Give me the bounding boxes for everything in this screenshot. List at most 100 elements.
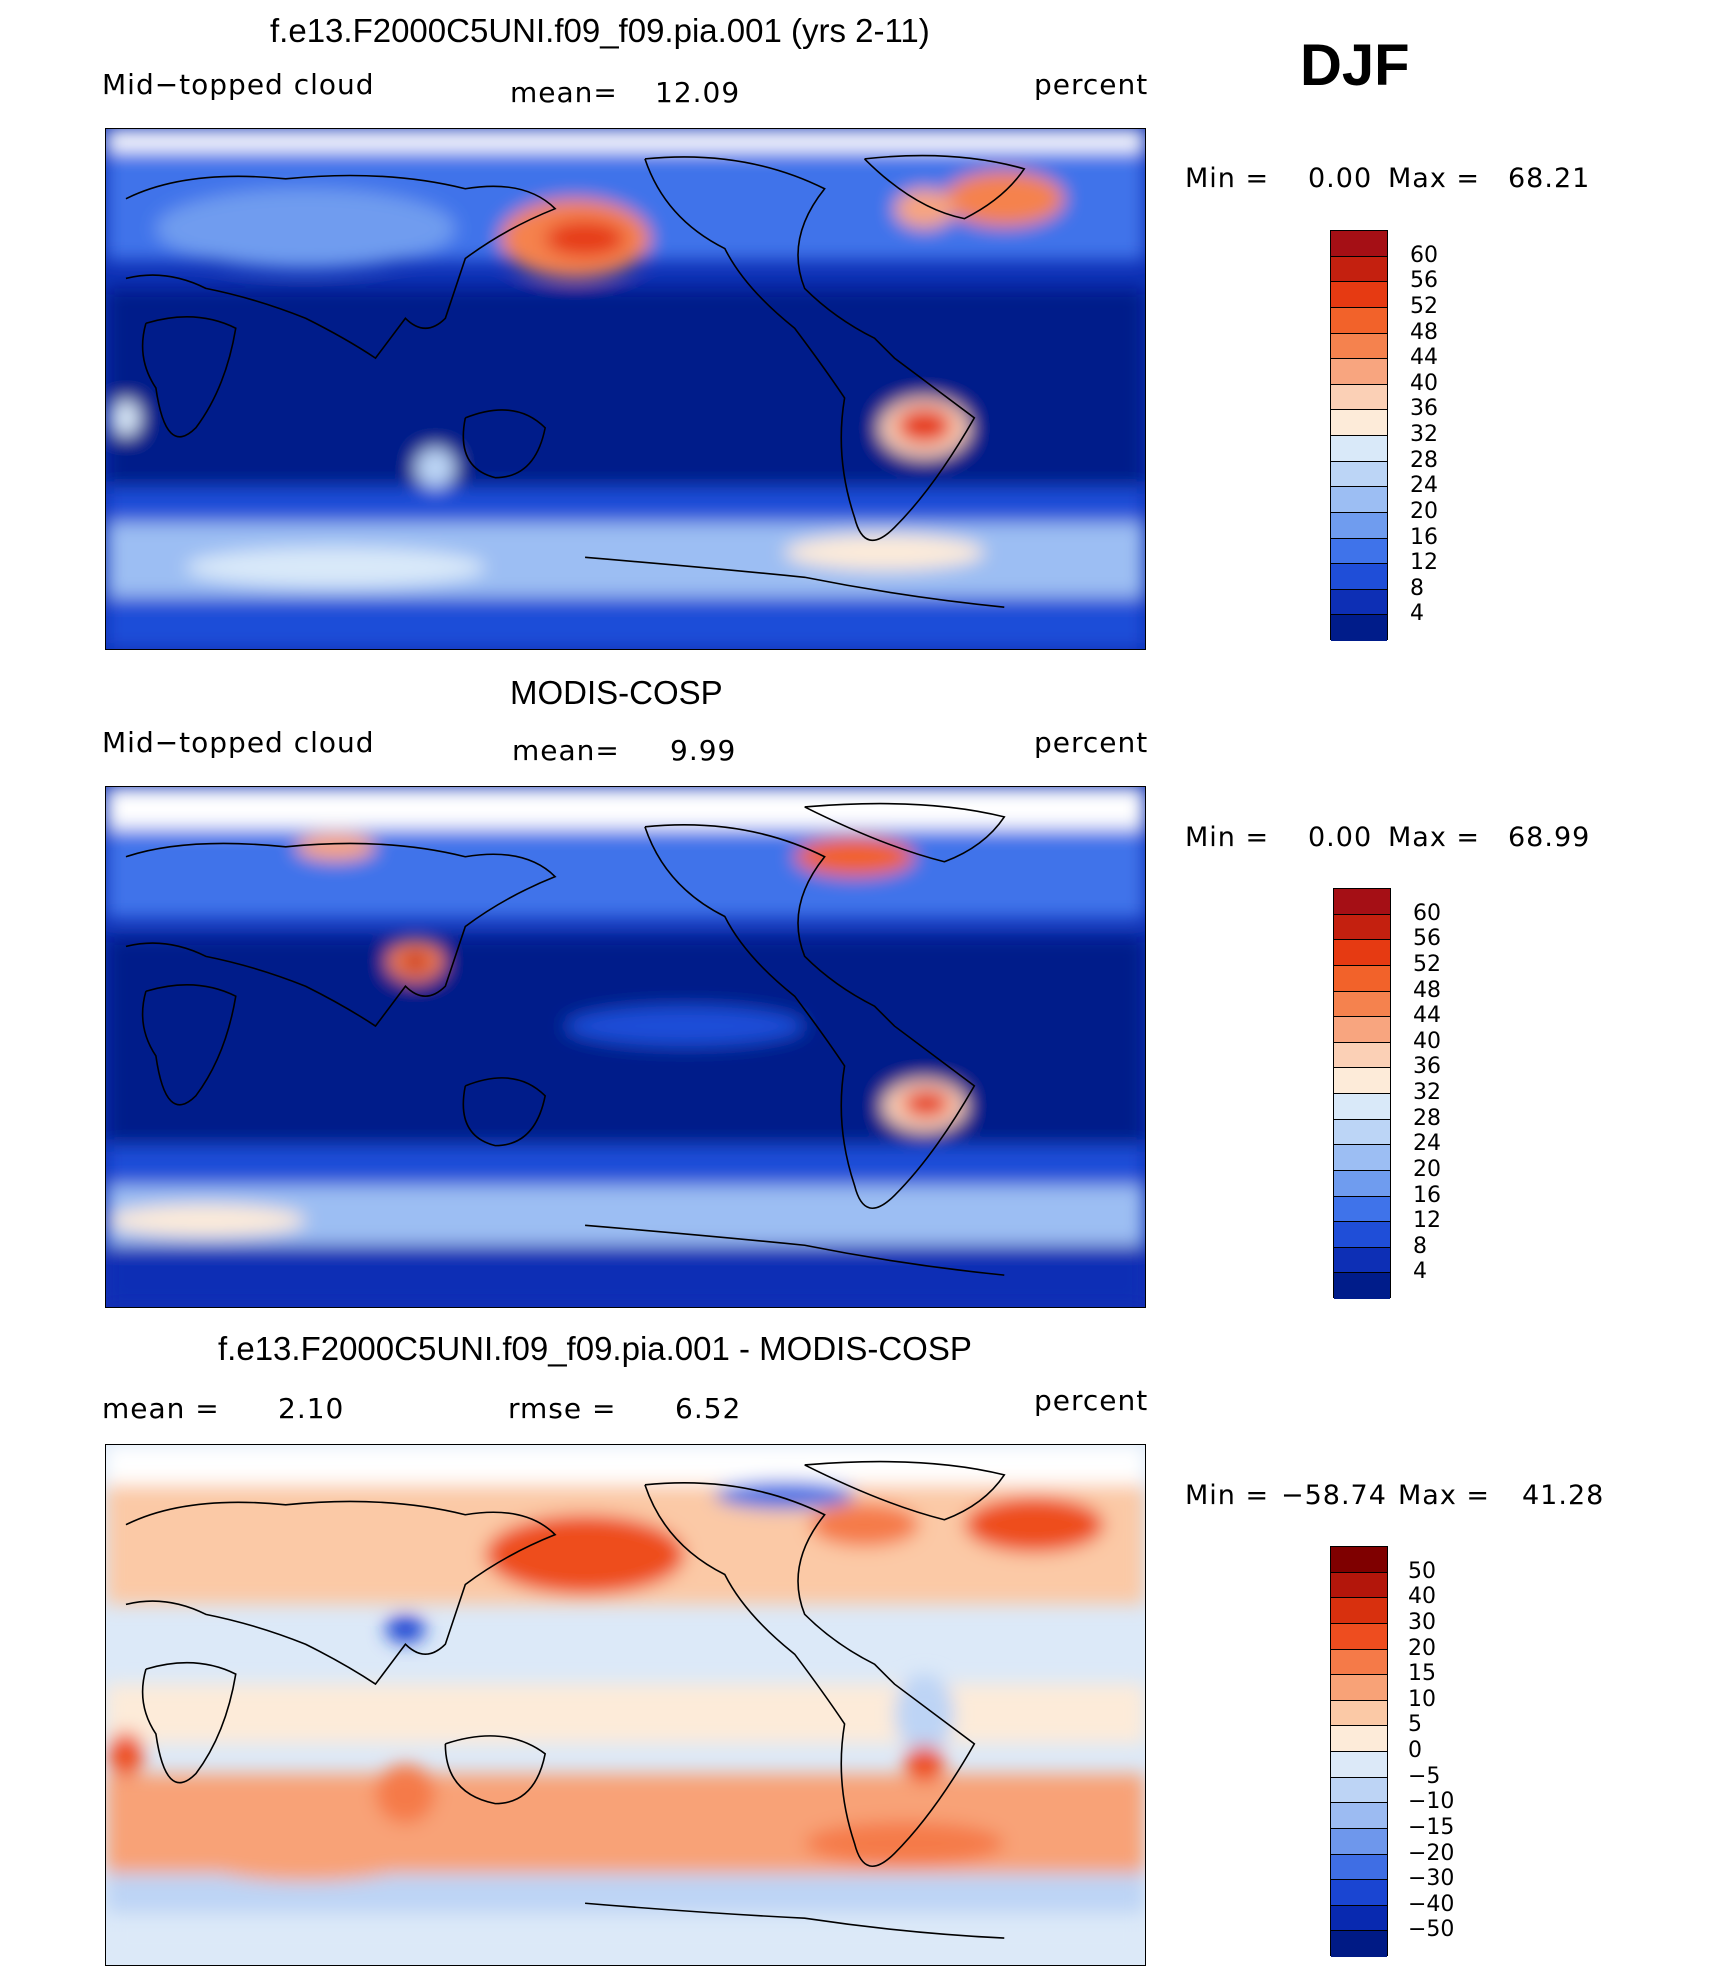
colorbar-tick-label: 40: [1410, 370, 1438, 396]
colorbar-segment: [1334, 965, 1390, 992]
colorbar-segment: [1331, 436, 1387, 462]
panel-1-variable: Mid−topped cloud: [102, 68, 375, 101]
panel-2-max-label: Max =: [1388, 822, 1481, 853]
colorbar-segment: [1331, 589, 1387, 616]
colorbar-tick-label: −20: [1408, 1840, 1455, 1866]
colorbar-tick-label: 44: [1410, 345, 1438, 371]
colorbar-segment: [1334, 1042, 1390, 1069]
colorbar-segment: [1334, 991, 1390, 1018]
colorbar-tick-label: 60: [1410, 242, 1438, 268]
colorbar-segment: [1334, 889, 1390, 915]
colorbar-segment: [1331, 359, 1387, 385]
colorbar-tick-label: −15: [1408, 1814, 1455, 1840]
colorbar-tick-label: 20: [1410, 498, 1438, 524]
colorbar-segment: [1331, 1572, 1387, 1599]
panel-1-min-label: Min =: [1185, 163, 1270, 194]
colorbar-segment: [1331, 564, 1387, 590]
colorbar-tick-label: 44: [1413, 1003, 1441, 1029]
colorbar-segment: [1331, 1598, 1387, 1624]
panel-1-units: percent: [1034, 68, 1149, 101]
colorbar-segment: [1331, 487, 1387, 513]
colorbar-tick-label: −10: [1408, 1789, 1455, 1815]
colorbar-tick-label: 24: [1410, 473, 1438, 499]
panel-3-mean-label: mean =: [102, 1392, 220, 1425]
panel-3-mean-value: 2.10: [278, 1392, 345, 1425]
colorbar-tick-label: 36: [1410, 396, 1438, 422]
colorbar-segment: [1331, 1828, 1387, 1855]
panel-3-colorbar: [1330, 1546, 1388, 1957]
colorbar-tick-label: 8: [1410, 575, 1424, 601]
panel-3-units: percent: [1034, 1384, 1149, 1417]
colorbar-segment: [1334, 1170, 1390, 1197]
colorbar-tick-label: 32: [1413, 1080, 1441, 1105]
panel-2-max-value: 68.99: [1508, 822, 1591, 853]
colorbar-segment: [1331, 538, 1387, 565]
colorbar-tick-label: 56: [1410, 268, 1438, 294]
colorbar-tick-label: 52: [1413, 951, 1441, 977]
panel-2-colorbar: [1333, 888, 1391, 1299]
colorbar-segment: [1331, 1726, 1387, 1752]
panel-1-min-value: 0.00: [1308, 163, 1373, 194]
colorbar-segment: [1334, 1145, 1390, 1171]
colorbar-tick-label: 40: [1413, 1028, 1441, 1054]
colorbar-segment: [1331, 1623, 1387, 1650]
colorbar-segment: [1334, 940, 1390, 966]
panel-3-rmse-label: rmse =: [508, 1392, 617, 1425]
colorbar-segment: [1334, 1222, 1390, 1248]
colorbar-tick-label: 4: [1413, 1259, 1427, 1285]
colorbar-tick-label: 8: [1413, 1233, 1427, 1259]
colorbar-tick-label: 28: [1413, 1105, 1441, 1131]
colorbar-segment: [1331, 1880, 1387, 1906]
colorbar-tick-label: 0: [1408, 1738, 1422, 1763]
panel-1-title: f.e13.F2000C5UNI.f09_f09.pia.001 (yrs 2-…: [270, 12, 930, 49]
panel-2-min-label: Min =: [1185, 822, 1270, 853]
colorbar-segment: [1331, 256, 1387, 283]
colorbar-tick-label: 28: [1410, 447, 1438, 473]
colorbar-tick-label: 16: [1410, 524, 1438, 550]
colorbar-tick-label: 48: [1413, 977, 1441, 1003]
colorbar-segment: [1331, 615, 1387, 641]
panel-1-max-label: Max =: [1388, 163, 1481, 194]
colorbar-segment: [1331, 410, 1387, 436]
panel-1-mean-label: mean=: [510, 76, 618, 109]
colorbar-segment: [1331, 333, 1387, 360]
colorbar-segment: [1334, 1017, 1390, 1043]
colorbar-tick-label: 50: [1408, 1558, 1436, 1584]
colorbar-segment: [1334, 1273, 1390, 1299]
colorbar-segment: [1334, 914, 1390, 941]
colorbar-tick-label: −40: [1408, 1891, 1455, 1917]
colorbar-tick-label: 48: [1410, 319, 1438, 345]
panel-1-max-value: 68.21: [1508, 163, 1591, 194]
panel-1-map: [105, 128, 1146, 650]
panel-1-mean-value: 12.09: [655, 76, 741, 109]
panel-3-max-label: Max =: [1398, 1480, 1491, 1511]
panel-3-title: f.e13.F2000C5UNI.f09_f09.pia.001 - MODIS…: [218, 1330, 972, 1367]
colorbar-segment: [1331, 1803, 1387, 1829]
colorbar-segment: [1331, 1854, 1387, 1881]
colorbar-segment: [1331, 1905, 1387, 1932]
colorbar-tick-label: 24: [1413, 1131, 1441, 1157]
panel-2-units: percent: [1034, 726, 1149, 759]
panel-3-rmse-value: 6.52: [675, 1392, 742, 1425]
panel-2-mean-value: 9.99: [670, 734, 737, 767]
colorbar-tick-label: 15: [1408, 1661, 1436, 1687]
colorbar-tick-label: 4: [1410, 601, 1424, 627]
colorbar-segment: [1331, 307, 1387, 334]
colorbar-tick-label: 20: [1413, 1156, 1441, 1182]
colorbar-segment: [1331, 1675, 1387, 1701]
panel-1-colorbar: [1330, 230, 1388, 641]
colorbar-tick-label: 30: [1408, 1609, 1436, 1635]
colorbar-segment: [1334, 1094, 1390, 1120]
colorbar-segment: [1331, 461, 1387, 488]
colorbar-segment: [1331, 282, 1387, 308]
panel-2-map: [105, 786, 1146, 1308]
colorbar-tick-label: 12: [1413, 1208, 1441, 1234]
colorbar-tick-label: 20: [1408, 1635, 1436, 1661]
colorbar-tick-label: 52: [1410, 293, 1438, 319]
colorbar-tick-label: 10: [1408, 1686, 1436, 1712]
panel-2-title: MODIS-COSP: [510, 674, 723, 711]
panel-3-max-value: 41.28: [1522, 1480, 1605, 1511]
panel-2-variable: Mid−topped cloud: [102, 726, 375, 759]
panel-3-map: [105, 1444, 1146, 1966]
panel-3-min-label: Min =: [1185, 1480, 1270, 1511]
